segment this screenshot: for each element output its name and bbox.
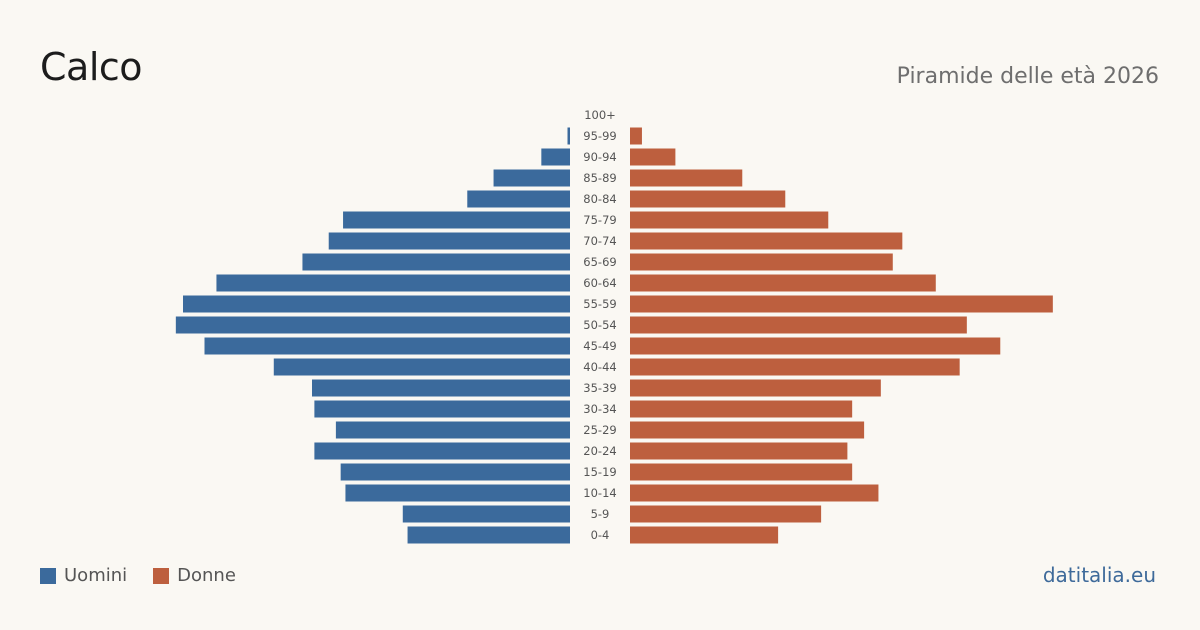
bar-men-70-74 xyxy=(328,232,570,250)
age-label-25-29: 25-29 xyxy=(583,423,616,437)
bar-women-10-14 xyxy=(630,484,879,502)
bar-women-95-99 xyxy=(630,127,642,145)
age-label-45-49: 45-49 xyxy=(583,339,616,353)
age-label-85-89: 85-89 xyxy=(583,171,616,185)
age-label-0-4: 0-4 xyxy=(591,528,610,542)
bar-women-40-44 xyxy=(630,358,960,376)
bar-men-5-9 xyxy=(402,505,570,523)
bar-men-0-4 xyxy=(407,526,570,544)
bar-men-30-34 xyxy=(314,400,570,418)
bar-men-45-49 xyxy=(204,337,570,355)
age-label-15-19: 15-19 xyxy=(583,465,616,479)
age-label-60-64: 60-64 xyxy=(583,276,616,290)
bar-men-10-14 xyxy=(345,484,570,502)
bar-women-30-34 xyxy=(630,400,853,418)
bar-women-60-64 xyxy=(630,274,936,292)
bar-women-75-79 xyxy=(630,211,829,229)
bar-women-55-59 xyxy=(630,295,1053,313)
legend-item-women: Donne xyxy=(153,565,236,586)
bar-men-55-59 xyxy=(183,295,570,313)
bar-women-0-4 xyxy=(630,526,779,544)
bar-men-40-44 xyxy=(273,358,570,376)
age-label-80-84: 80-84 xyxy=(583,192,616,206)
legend-label-men: Uomini xyxy=(64,565,128,586)
bar-men-95-99 xyxy=(567,127,570,145)
legend-swatch-women xyxy=(153,567,170,584)
chart-subtitle: Piramide delle età 2026 xyxy=(896,64,1159,89)
bar-men-75-79 xyxy=(343,211,570,229)
age-label-100+: 100+ xyxy=(584,108,616,122)
legend: Uomini Donne xyxy=(40,565,262,586)
age-label-20-24: 20-24 xyxy=(583,444,616,458)
age-label-10-14: 10-14 xyxy=(583,486,616,500)
bar-women-20-24 xyxy=(630,442,848,460)
bar-women-70-74 xyxy=(630,232,903,250)
bar-women-35-39 xyxy=(630,379,881,397)
bar-men-65-69 xyxy=(302,253,570,271)
bar-men-35-39 xyxy=(312,379,570,397)
age-label-35-39: 35-39 xyxy=(583,381,616,395)
bar-men-60-64 xyxy=(216,274,570,292)
chart-title: Calco xyxy=(40,45,143,89)
bar-men-25-29 xyxy=(335,421,570,439)
bar-women-50-54 xyxy=(630,316,967,334)
age-label-95-99: 95-99 xyxy=(583,129,616,143)
age-label-90-94: 90-94 xyxy=(583,150,616,164)
age-label-55-59: 55-59 xyxy=(583,297,616,311)
legend-item-men: Uomini xyxy=(40,565,127,586)
age-label-30-34: 30-34 xyxy=(583,402,616,416)
bar-men-90-94 xyxy=(541,148,570,166)
bar-women-80-84 xyxy=(630,190,786,208)
bar-women-25-29 xyxy=(630,421,865,439)
bar-women-85-89 xyxy=(630,169,743,187)
bar-women-5-9 xyxy=(630,505,822,523)
age-label-50-54: 50-54 xyxy=(583,318,616,332)
site-link[interactable]: datitalia.eu xyxy=(1042,563,1156,587)
age-label-5-9: 5-9 xyxy=(591,507,610,521)
age-label-75-79: 75-79 xyxy=(583,213,616,227)
bar-men-85-89 xyxy=(493,169,570,187)
bar-women-90-94 xyxy=(630,148,676,166)
bar-men-15-19 xyxy=(340,463,570,481)
bar-women-65-69 xyxy=(630,253,893,271)
bar-men-20-24 xyxy=(314,442,570,460)
legend-label-women: Donne xyxy=(177,565,236,586)
bar-women-45-49 xyxy=(630,337,1001,355)
age-label-65-69: 65-69 xyxy=(583,255,616,269)
age-label-70-74: 70-74 xyxy=(583,234,616,248)
legend-swatch-men xyxy=(40,567,56,584)
bar-men-80-84 xyxy=(467,190,570,208)
bar-men-50-54 xyxy=(175,316,571,334)
age-label-40-44: 40-44 xyxy=(583,360,616,374)
bar-women-15-19 xyxy=(630,463,853,481)
